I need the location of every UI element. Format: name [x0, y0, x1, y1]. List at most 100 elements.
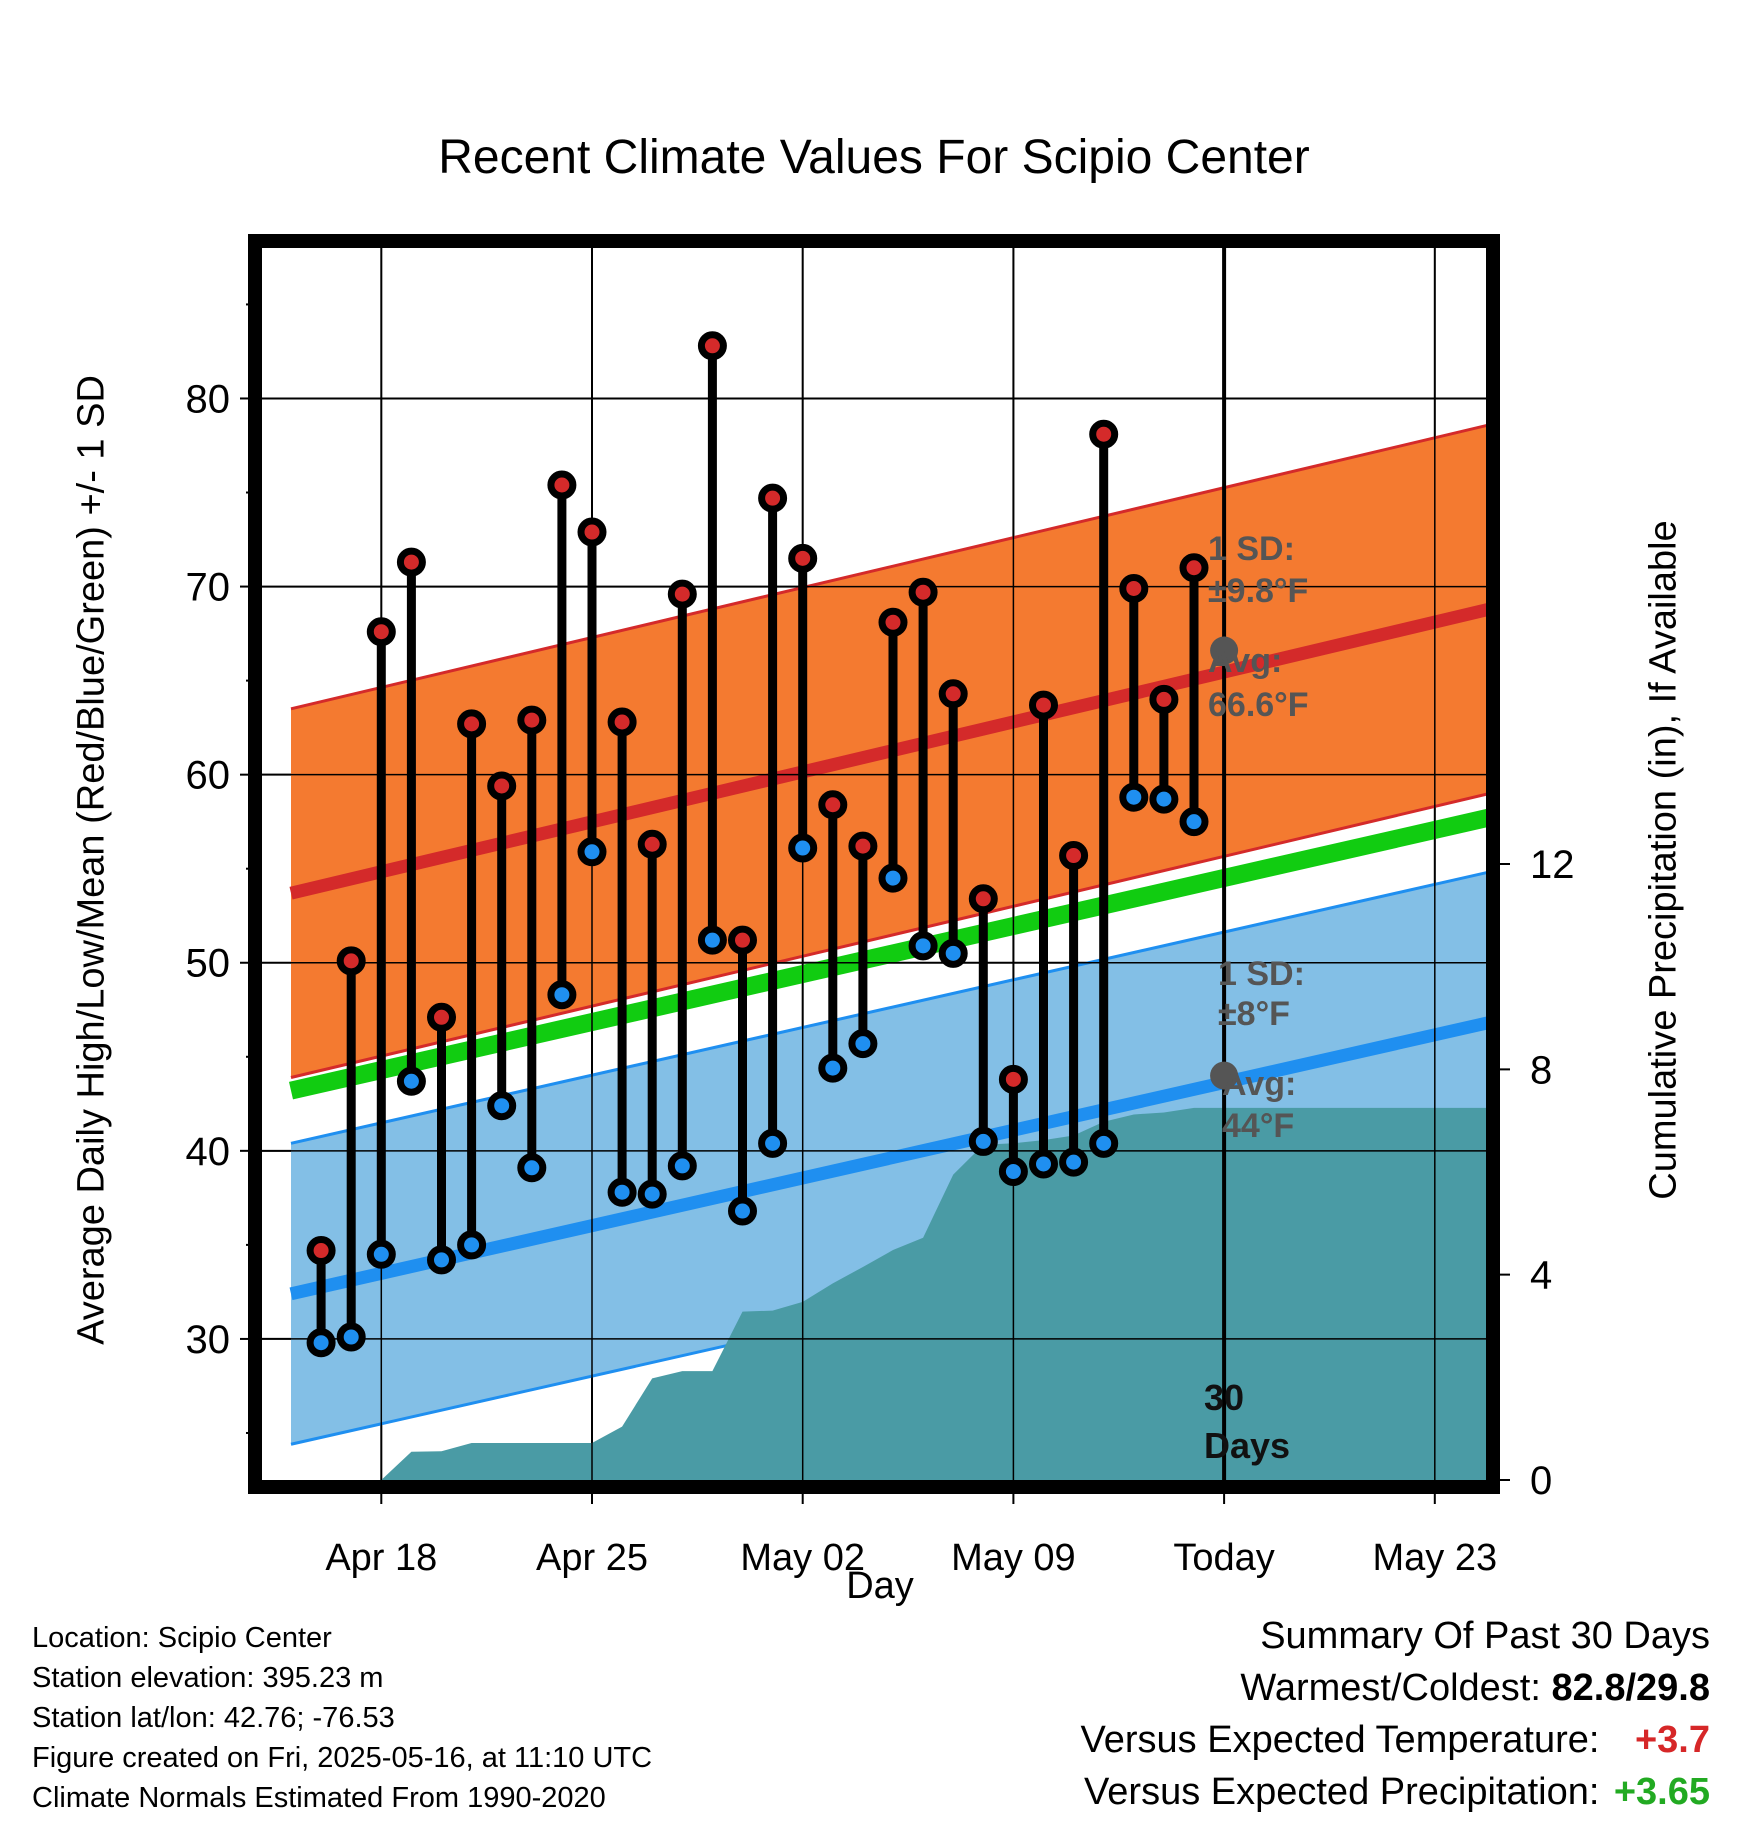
y-tick-label: 50	[186, 942, 231, 986]
normals-text: Climate Normals Estimated From 1990-2020	[32, 1782, 606, 1814]
y2-tick-label: 4	[1530, 1254, 1552, 1298]
today-low-normal-dot	[1210, 1061, 1239, 1090]
daily-high-point	[637, 829, 667, 859]
summary-warmest-coldest: Warmest/Coldest: 82.8/29.8	[1081, 1662, 1710, 1714]
daily-high-point	[667, 579, 697, 609]
y2-tick-label: 8	[1530, 1048, 1552, 1092]
summary-precipitation: Versus Expected Precipitation: +3.65	[1081, 1766, 1710, 1818]
elevation-text: Station elevation: 395.23 m	[32, 1662, 384, 1694]
daily-low-point	[878, 863, 908, 893]
x-tick-label: Apr 25	[536, 1537, 648, 1579]
x-tick-label: May 02	[740, 1537, 865, 1579]
precip-departure-value: +3.65	[1613, 1771, 1710, 1813]
daily-high-point	[366, 617, 396, 647]
daily-high-point	[457, 709, 487, 739]
daily-low-point	[818, 1053, 848, 1083]
daily-high-point	[1119, 573, 1149, 603]
daily-high-point	[577, 517, 607, 547]
daily-high-point	[517, 705, 547, 735]
daily-low-point	[577, 837, 607, 867]
created-text: Figure created on Fri, 2025-05-16, at 11…	[32, 1742, 653, 1774]
daily-high-point	[1149, 684, 1179, 714]
chart-title: Recent Climate Values For Scipio Center	[438, 131, 1310, 184]
today-high-normal-dot	[1210, 636, 1239, 665]
daily-high-point	[728, 925, 757, 955]
high-sd-label: 1 SD:	[1208, 530, 1295, 568]
daily-high-point	[848, 831, 878, 861]
station-info: Location: Scipio Center Station elevatio…	[32, 1618, 652, 1818]
warmest-coldest-separator: /	[1625, 1667, 1637, 1709]
summary-panel: Summary Of Past 30 Days Warmest/Coldest:…	[1081, 1610, 1710, 1818]
daily-high-point	[1179, 553, 1209, 583]
daily-low-point	[1119, 782, 1149, 812]
x-tick-label: Apr 18	[325, 1537, 437, 1579]
daily-low-point	[336, 1322, 366, 1352]
daily-low-point	[848, 1029, 878, 1059]
low-sd-label: 1 SD:	[1218, 955, 1305, 993]
daily-low-point	[728, 1196, 757, 1226]
daily-low-point	[1029, 1149, 1058, 1179]
y-tick-label: 30	[186, 1318, 231, 1362]
y2-tick-label: 0	[1530, 1459, 1552, 1503]
daily-low-point	[517, 1153, 547, 1183]
daily-high-point	[998, 1064, 1028, 1094]
precip-departure-label: Versus Expected Precipitation:	[1084, 1771, 1600, 1813]
daily-high-point	[968, 884, 998, 914]
y-tick-label: 70	[186, 566, 231, 610]
daily-range-stems	[316, 345, 1199, 1343]
y-tick-label: 80	[186, 377, 231, 421]
precip-area	[381, 1107, 1486, 1480]
low-avg-value: 44°F	[1222, 1107, 1294, 1145]
daily-low-point	[667, 1151, 697, 1181]
precipitation-area	[381, 1107, 1486, 1480]
daily-low-point	[998, 1157, 1028, 1187]
daily-high-point	[938, 679, 968, 709]
daily-low-point	[1179, 807, 1209, 837]
daily-high-point	[878, 607, 908, 637]
daily-low-point	[758, 1128, 788, 1158]
high-sd-value: ±9.8°F	[1208, 572, 1308, 610]
daily-low-point	[1089, 1128, 1119, 1158]
location-text: Location: Scipio Center	[32, 1622, 332, 1654]
daily-low-point	[396, 1066, 426, 1096]
high-avg-value: 66.6°F	[1208, 686, 1309, 724]
y-axis-label: Average Daily High/Low/Mean (Red/Blue/Gr…	[70, 375, 113, 1345]
daily-high-point	[1029, 690, 1058, 720]
daily-high-point	[1059, 841, 1089, 871]
low-normal-line	[289, 1016, 1486, 1301]
daily-low-point	[1059, 1147, 1089, 1177]
daily-high-point	[547, 470, 577, 500]
y-tick-label: 60	[186, 754, 231, 798]
daily-high-point	[607, 707, 637, 737]
daily-high-point	[396, 547, 426, 577]
x-tick-label: Today	[1173, 1537, 1274, 1579]
latlon-text: Station lat/lon: 42.76; -76.53	[32, 1702, 395, 1734]
daily-low-point	[607, 1177, 637, 1207]
daily-low-point	[788, 833, 818, 863]
y-tick-label: 40	[186, 1130, 231, 1174]
daily-high-point	[788, 543, 818, 573]
daily-low-point	[908, 931, 938, 961]
x-tick-label: May 23	[1372, 1537, 1497, 1579]
temp-departure-value: +3.7	[1634, 1719, 1710, 1761]
summary-temperature: Versus Expected Temperature: +3.7	[1081, 1714, 1710, 1766]
daily-low-point	[637, 1179, 667, 1209]
daily-low-point	[697, 925, 727, 955]
low-avg-label: Avg:	[1222, 1065, 1296, 1103]
temp-departure-label: Versus Expected Temperature:	[1080, 1719, 1600, 1761]
daily-low-point	[938, 938, 968, 968]
daily-high-point	[908, 577, 938, 607]
x-tick-label: May 09	[951, 1537, 1076, 1579]
low-sd-value: ±8°F	[1218, 995, 1290, 1033]
daily-low-point	[1149, 784, 1179, 814]
high-avg-label: Avg:	[1208, 642, 1282, 680]
coldest-value: 29.8	[1636, 1667, 1710, 1709]
daily-high-point	[336, 946, 366, 976]
daily-low-point	[968, 1126, 998, 1156]
x-axis-label: Day	[846, 1565, 914, 1607]
daily-high-point	[427, 1002, 456, 1032]
daily-high-point	[306, 1236, 336, 1266]
daily-high-point	[758, 483, 788, 513]
daily-high-point	[818, 790, 848, 820]
